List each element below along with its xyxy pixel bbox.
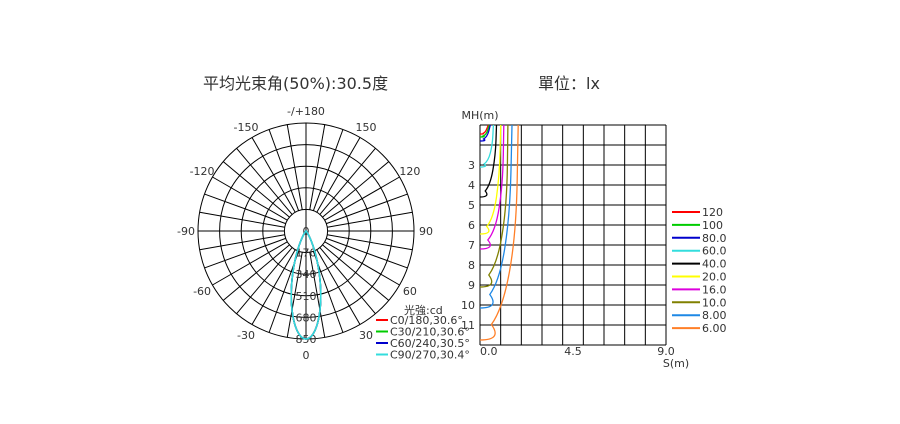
iso-x-tick-label: 4.5	[564, 345, 582, 358]
iso-legend-label: 10.0	[702, 296, 727, 309]
polar-grid-spoke	[222, 244, 290, 301]
polar-angle-label: -90	[177, 225, 195, 238]
iso-y-tick-label: 9	[468, 279, 475, 292]
polar-grid-spoke	[327, 211, 413, 228]
polar-radial-label: 510	[296, 290, 317, 303]
iso-y-tick-label: 6	[468, 219, 475, 232]
iso-legend-label: 120	[702, 206, 723, 219]
iso-series-curve	[479, 124, 495, 168]
iso-series-curve	[479, 124, 505, 250]
iso-legend-label: 60.0	[702, 245, 727, 258]
iso-legend-label: 16.0	[702, 283, 727, 296]
iso-legend-label: 40.0	[702, 258, 727, 271]
polar-grid-spoke	[316, 137, 361, 213]
polar-angle-label: -120	[190, 165, 215, 178]
polar-grid-spoke	[319, 147, 376, 215]
polar-angle-label: 120	[399, 165, 420, 178]
iso-legend-label: 20.0	[702, 271, 727, 284]
polar-grid-spoke	[319, 247, 376, 315]
iso-chart-title: 單位：lx	[538, 74, 600, 93]
polar-grid-spoke	[212, 176, 288, 221]
polar-grid-spoke	[286, 124, 303, 210]
polar-grid-spoke	[204, 237, 286, 269]
polar-grid-spoke	[324, 176, 400, 221]
polar-grid-spoke	[309, 252, 326, 338]
polar-legend-label: C90/270,30.4°	[390, 349, 470, 362]
polar-chart: -/+180-150 150-120 120-90 90-60 60-30 3000170…	[177, 105, 470, 362]
polar-grid-spoke	[212, 241, 288, 286]
iso-y-tick-label: 8	[468, 259, 475, 272]
polar-grid-spoke	[204, 193, 286, 225]
polar-angle-label: -/+180	[287, 105, 325, 118]
polar-angle-label: 90	[419, 225, 433, 238]
iso-x-tick-label: 0.0	[480, 345, 498, 358]
polar-grid-spoke	[286, 252, 303, 338]
iso-y-tick-label: 5	[468, 199, 475, 212]
polar-radial-label: 170	[296, 247, 317, 260]
iso-y-tick-label: 3	[468, 159, 475, 172]
polar-angle-label: -60	[193, 285, 211, 298]
polar-legend-label: C60/240,30.5°	[390, 337, 470, 350]
iso-y-axis-label: MH(m)	[461, 109, 498, 122]
iso-x-axis-label: S(m)	[663, 357, 689, 370]
polar-grid-spoke	[312, 129, 344, 211]
polar-legend-label: C30/210,30.6°	[390, 326, 470, 339]
polar-radial-label: 680	[296, 311, 317, 324]
iso-series-curve	[479, 124, 513, 309]
polar-grid-spoke	[324, 241, 400, 286]
polar-grid-spoke	[251, 249, 296, 325]
polar-angle-label: 150	[356, 121, 377, 134]
polar-series-curve	[290, 230, 322, 340]
iso-series-curve	[479, 124, 519, 341]
polar-grid-spoke	[236, 147, 293, 215]
polar-angle-label: 0	[303, 349, 310, 362]
polar-grid-spoke	[327, 234, 413, 251]
polar-unit-label: 光強:cd	[404, 303, 443, 317]
polar-grid-spoke	[326, 237, 408, 269]
iso-legend-label: 80.0	[702, 232, 727, 245]
polar-radial-label: 340	[296, 268, 317, 281]
iso-series-curve	[479, 124, 490, 138]
iso-y-tick-label: 7	[468, 239, 475, 252]
polar-grid-spoke	[268, 129, 300, 211]
iso-legend-label: 8.00	[702, 309, 727, 322]
iso-legend-label: 6.00	[702, 322, 727, 335]
iso-series-curve	[479, 124, 502, 235]
iso-series-curve	[479, 124, 509, 288]
polar-angle-label: 30	[359, 329, 373, 342]
polar-grid-spoke	[322, 161, 390, 218]
iso-series-curve	[479, 124, 498, 198]
iso-y-tick-label: 11	[461, 319, 475, 332]
polar-grid-spoke	[326, 193, 408, 225]
polar-angle-label: -150	[234, 121, 259, 134]
polar-grid-spoke	[222, 161, 290, 218]
polar-grid-spoke	[251, 137, 296, 213]
polar-grid-spoke	[199, 211, 285, 228]
iso-x-tick-label: 9.0	[657, 345, 675, 358]
polar-grid-spoke	[322, 244, 390, 301]
iso-y-tick-label: 10	[461, 299, 475, 312]
iso-y-tick-label: 4	[468, 179, 475, 192]
polar-grid-spoke	[316, 249, 361, 325]
polar-angle-label: 60	[403, 285, 417, 298]
polar-legend-label: C0/180,30.6°	[390, 314, 463, 327]
polar-grid-spoke	[199, 234, 285, 251]
polar-angle-label: -30	[237, 329, 255, 342]
iso-legend-label: 100	[702, 219, 723, 232]
iso-series-curve	[479, 124, 491, 142]
iso-series-curve	[479, 124, 489, 135]
polar-grid-spoke	[236, 247, 293, 315]
polar-grid-spoke	[309, 124, 326, 210]
polar-chart-title: 平均光束角(50%):30.5度	[203, 74, 389, 93]
